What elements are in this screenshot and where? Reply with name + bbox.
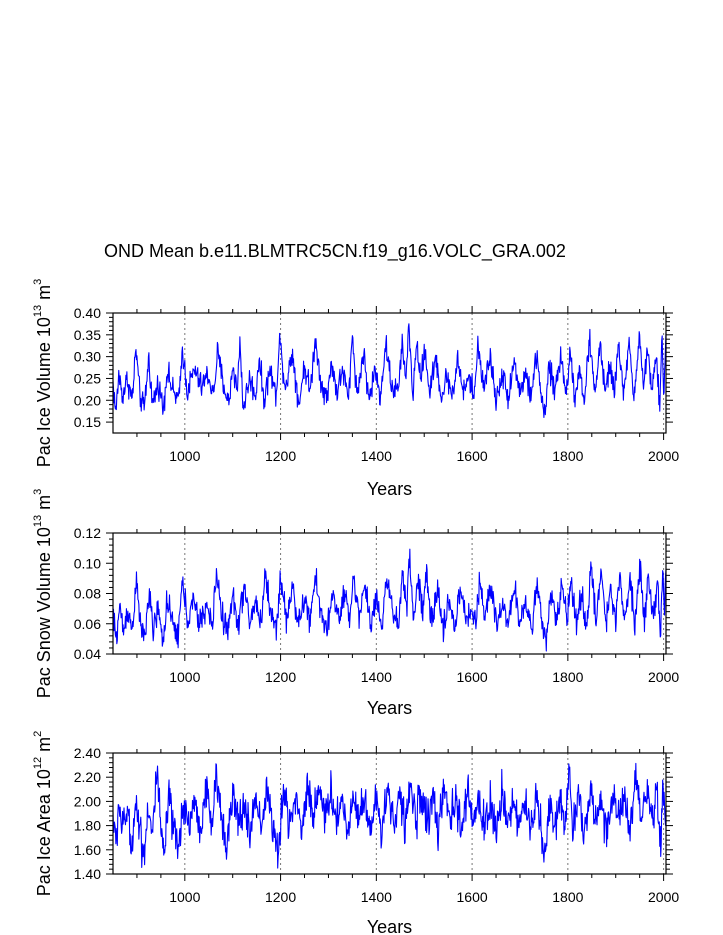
y-tick-label: 0.06 (74, 616, 101, 632)
series-line-pac-ice-area (112, 762, 667, 869)
x-tick-label: 1800 (552, 669, 583, 685)
x-axis-label: Years (367, 479, 412, 499)
y-tick-label: 0.35 (74, 327, 101, 343)
x-tick-label: 1200 (265, 889, 296, 905)
x-tick-label: 1200 (265, 448, 296, 464)
chart-panel-1: 1000 1200 1400 1600 1800 2000 0.15 0.20 0.25 0.30… (32, 279, 679, 499)
x-tick-label: 1400 (361, 669, 392, 685)
y-tick-label: 0.08 (74, 586, 101, 602)
x-tick-label: 2000 (648, 889, 679, 905)
x-tick-label: 1200 (265, 669, 296, 685)
y-tick-label: 0.12 (74, 525, 101, 541)
x-tick-label: 1000 (169, 448, 200, 464)
x-tick-label: 1600 (457, 889, 488, 905)
x-axis-label: Years (367, 917, 412, 935)
x-tick-label: 1600 (457, 669, 488, 685)
y-tick-label: 0.25 (74, 370, 101, 386)
plot-frame (112, 312, 667, 434)
x-tick-label: 1000 (169, 669, 200, 685)
y-tick-label: 1.60 (74, 842, 101, 858)
x-tick-label: 1800 (552, 448, 583, 464)
chart-panel-2: 1000 1200 1400 1600 1800 2000 0.04 0.06 0.08 0.10… (32, 489, 679, 718)
y-tick-label: 0.04 (74, 646, 101, 662)
series-line-pac-ice-volume (112, 323, 667, 419)
y-tick-label: 1.40 (74, 866, 101, 882)
y-axis-label: Pac Ice Area 1012 m2 (32, 731, 54, 896)
x-tick-label: 1400 (361, 448, 392, 464)
y-tick-label: 2.00 (74, 793, 101, 809)
y-tick-label: 0.15 (74, 414, 101, 430)
y-tick-label: 0.10 (74, 555, 101, 571)
y-tick-label: 0.30 (74, 349, 101, 365)
x-tick-label: 2000 (648, 448, 679, 464)
y-tick-label: 0.40 (74, 305, 101, 321)
y-tick-label: 0.20 (74, 392, 101, 408)
x-tick-label: 1000 (169, 889, 200, 905)
x-tick-label: 1800 (552, 889, 583, 905)
x-tick-label: 2000 (648, 669, 679, 685)
y-tick-label: 1.80 (74, 818, 101, 834)
chart-panel-3: 1000 1200 1400 1600 1800 2000 1.40 1.60 1.80 2.00… (32, 731, 679, 935)
chart-title: OND Mean b.e11.BLMTRC5CN.f19_g16.VOLC_GR… (104, 241, 566, 261)
y-axis-label: Pac Ice Volume 1013 m3 (32, 279, 54, 467)
y-tick-label: 2.20 (74, 769, 101, 785)
y-tick-label: 2.40 (74, 745, 101, 761)
y-axis-label: Pac Snow Volume 1013 m3 (32, 489, 54, 698)
x-tick-label: 1400 (361, 889, 392, 905)
x-tick-label: 1600 (457, 448, 488, 464)
x-axis-label: Years (367, 698, 412, 718)
series-line-pac-snow-volume (112, 548, 667, 652)
plot-frame (112, 752, 667, 875)
